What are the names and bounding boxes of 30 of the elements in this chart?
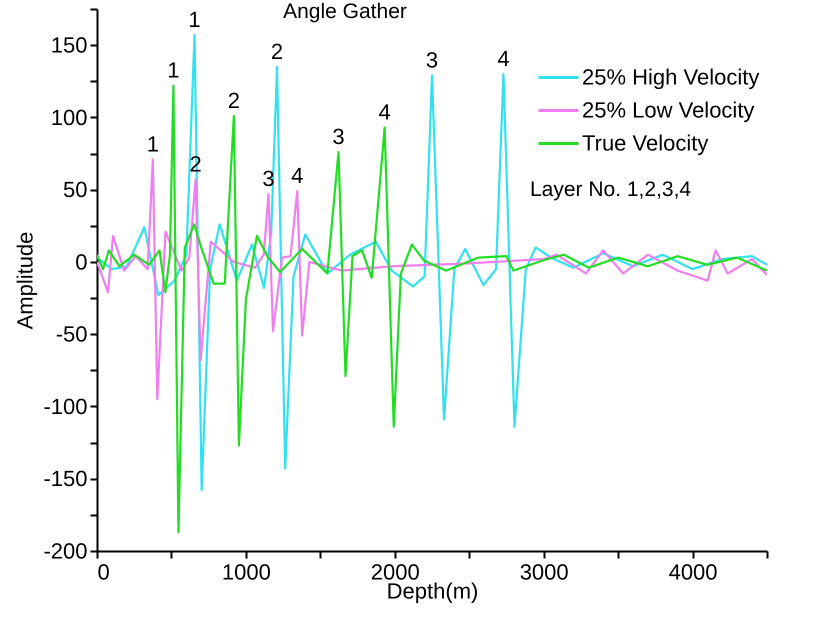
y-tick-label: -200 [43, 538, 88, 564]
annotation: 1 [146, 131, 159, 156]
annotation: 1 [188, 7, 201, 32]
annotation: 4 [497, 46, 510, 72]
y-tick-label: 0 [75, 249, 88, 274]
legend-label: 25% Low Velocity [582, 98, 754, 122]
y-tick-label: 100 [50, 104, 88, 130]
annotation: 4 [291, 163, 304, 188]
line-series [97, 34, 767, 492]
annotation: 2 [228, 88, 240, 113]
annotation: 3 [332, 124, 345, 150]
legend-label: 25% High Velocity [582, 64, 760, 90]
x-tick-label: 0 [98, 560, 110, 584]
y-tick-label: -100 [43, 394, 88, 419]
annotation: 1 [167, 58, 180, 83]
legend-label: True Velocity [582, 130, 708, 156]
annotation: 3 [426, 47, 438, 72]
y-tick-label: 150 [50, 32, 88, 58]
y-tick-label: -50 [56, 322, 88, 347]
chart-title: Angle Gather [283, 0, 407, 23]
x-tick-label: 4000 [668, 560, 718, 584]
x-tick-label: 3000 [520, 560, 569, 584]
y-tick-label: -150 [43, 466, 88, 492]
annotation: Layer No. 1,2,3,4 [530, 178, 692, 201]
annotation: 4 [378, 100, 391, 125]
y-axis-title: Amplitude [12, 232, 38, 330]
x-tick-label: 1000 [222, 560, 271, 584]
annotation: 2 [270, 38, 284, 64]
y-tick-label: 50 [63, 177, 88, 202]
line-series [97, 158, 767, 400]
